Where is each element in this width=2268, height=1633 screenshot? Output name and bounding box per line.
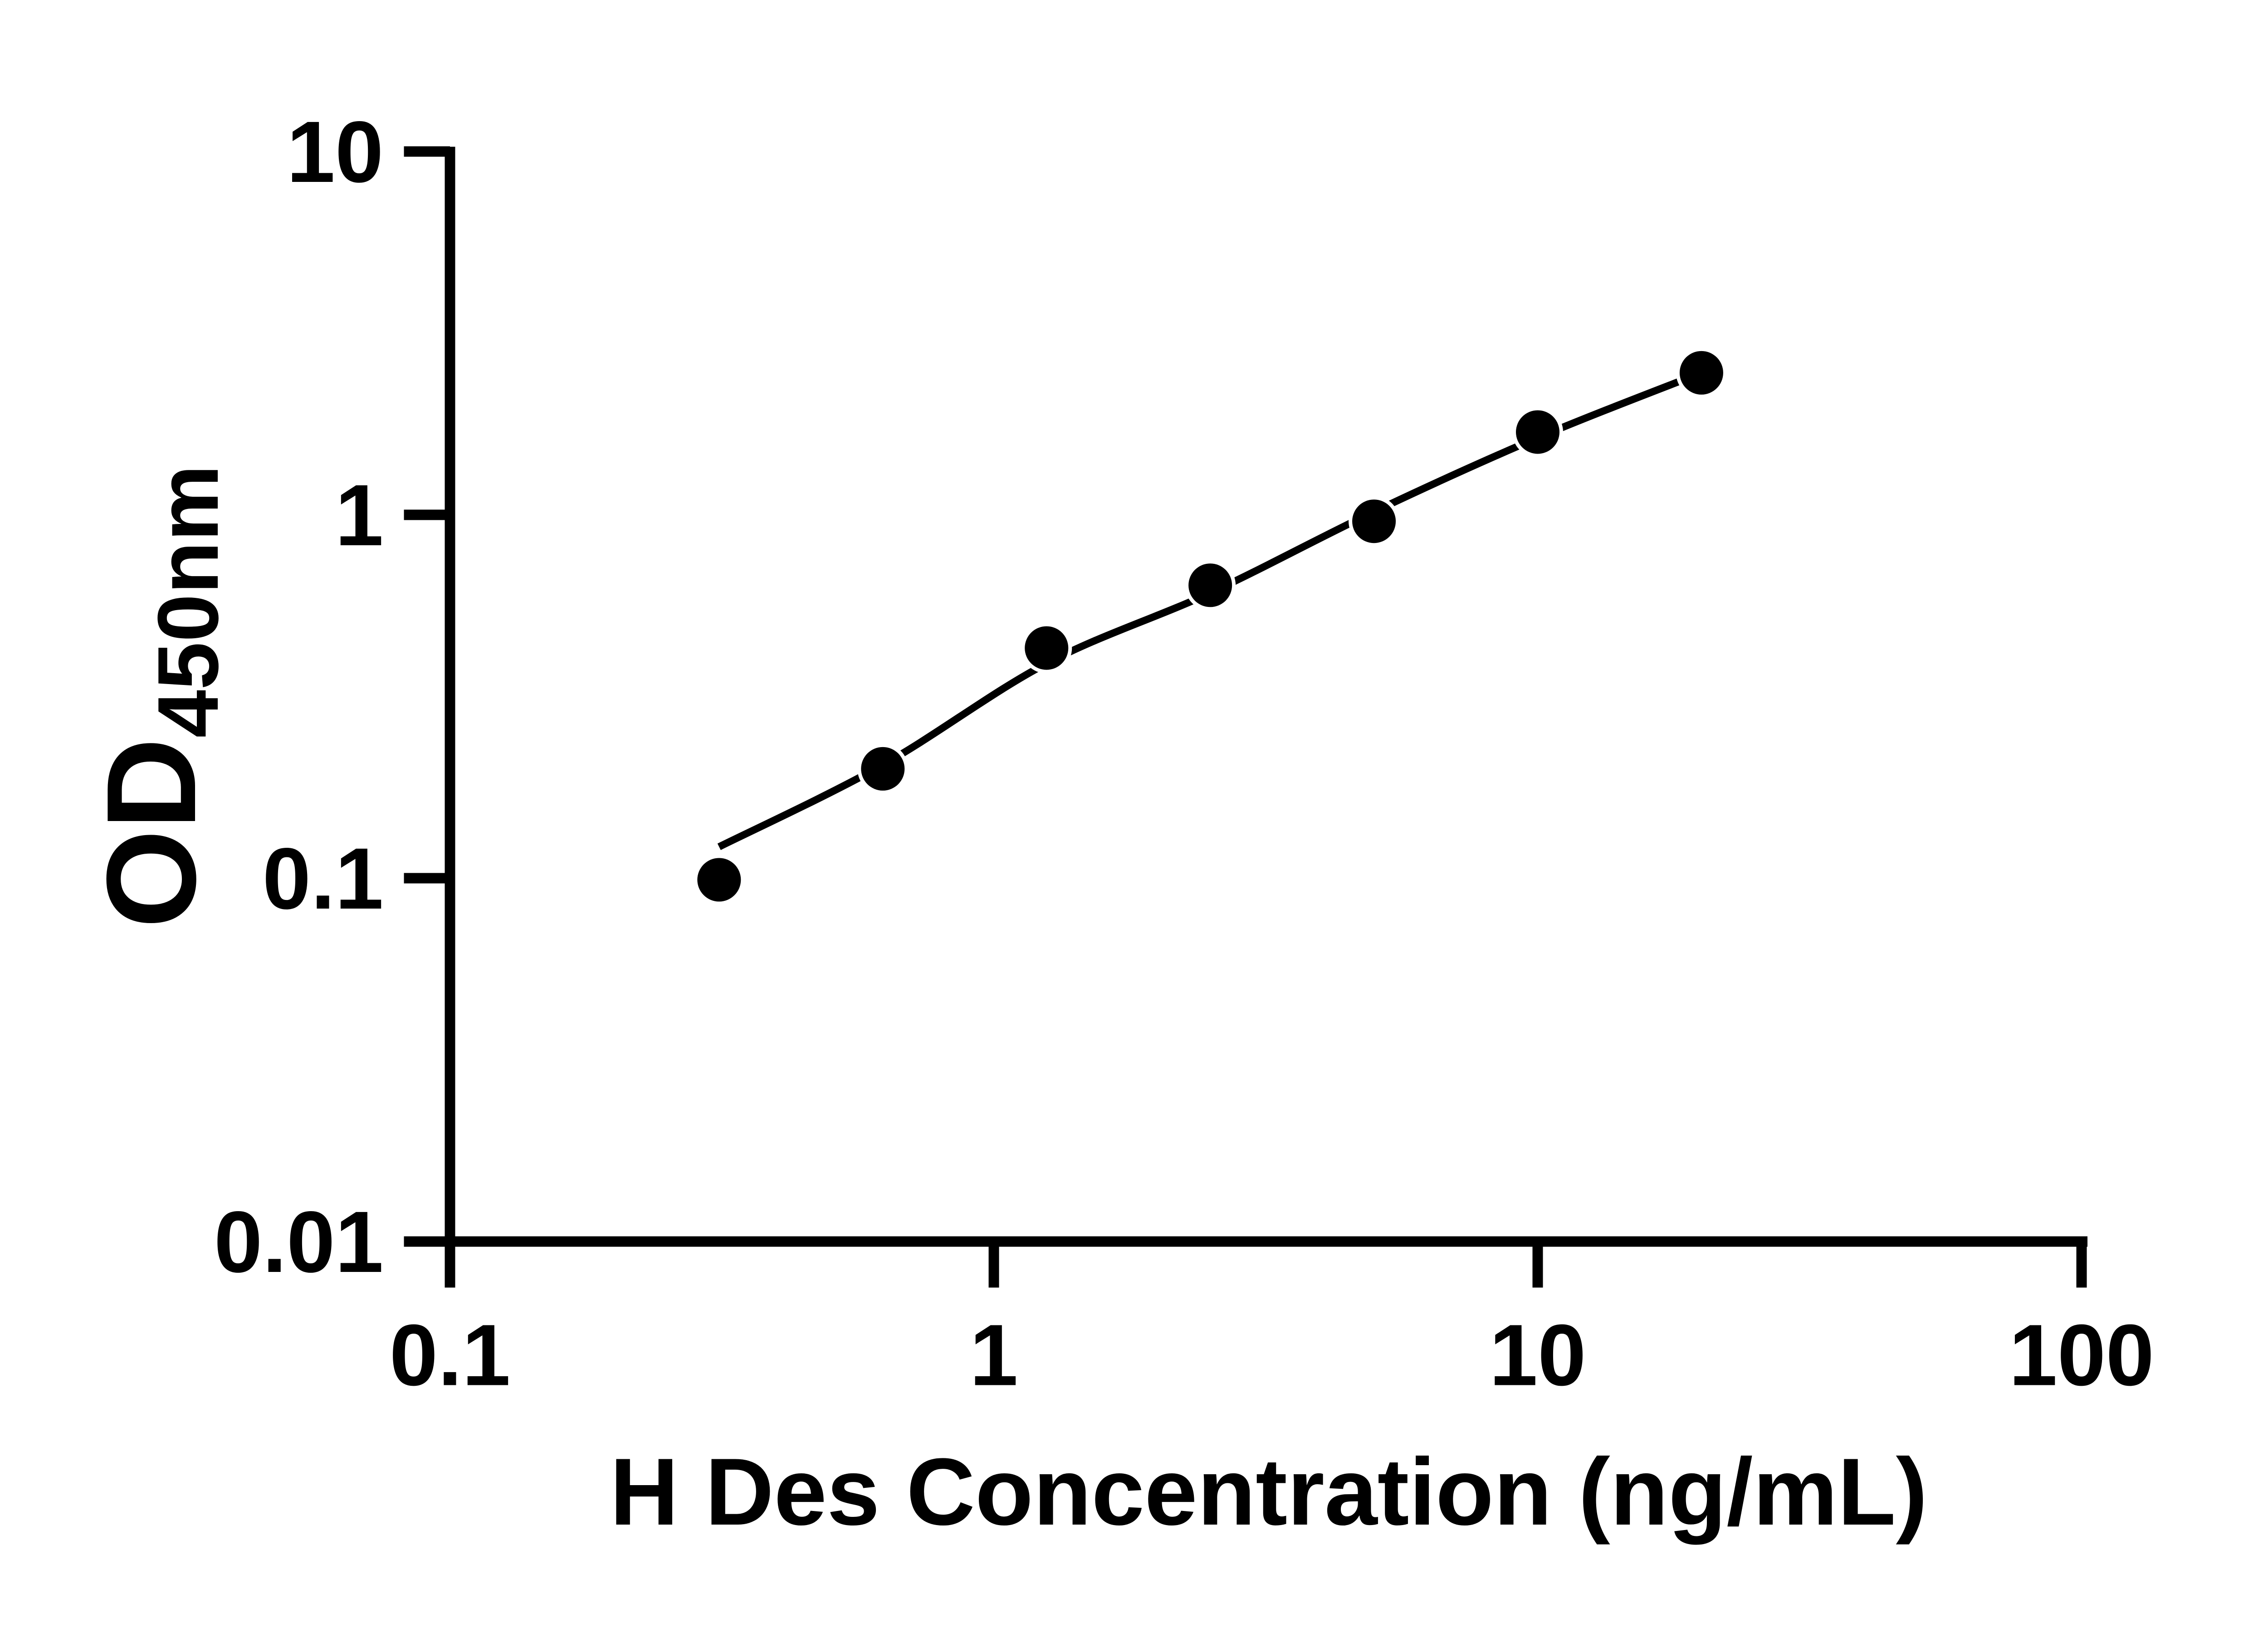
data-point — [1352, 499, 1396, 543]
data-point — [1188, 563, 1232, 607]
data-point — [1025, 626, 1069, 670]
y-axis-title: OD450nm — [81, 464, 236, 928]
x-tick-label: 0.1 — [390, 1306, 511, 1404]
y-tick-label: 1 — [335, 466, 384, 564]
x-tick-label: 1 — [970, 1306, 1018, 1404]
x-axis-title: H Des Concentration (ng/mL) — [610, 1438, 1927, 1545]
axes-frame — [445, 147, 2087, 1247]
data-point — [1679, 351, 1723, 395]
y-axis-title-main: OD — [81, 738, 222, 929]
y-tick-label: 0.1 — [263, 830, 384, 927]
y-tick-label: 0.01 — [214, 1193, 384, 1291]
y-tick-label: 10 — [287, 103, 384, 200]
x-tick-label: 100 — [2009, 1306, 2154, 1404]
data-point — [861, 747, 905, 791]
y-axis-title-subscript: 450nm — [140, 464, 236, 738]
x-tick-label: 10 — [1489, 1306, 1586, 1404]
data-point — [1516, 410, 1559, 454]
data-point — [697, 858, 741, 902]
